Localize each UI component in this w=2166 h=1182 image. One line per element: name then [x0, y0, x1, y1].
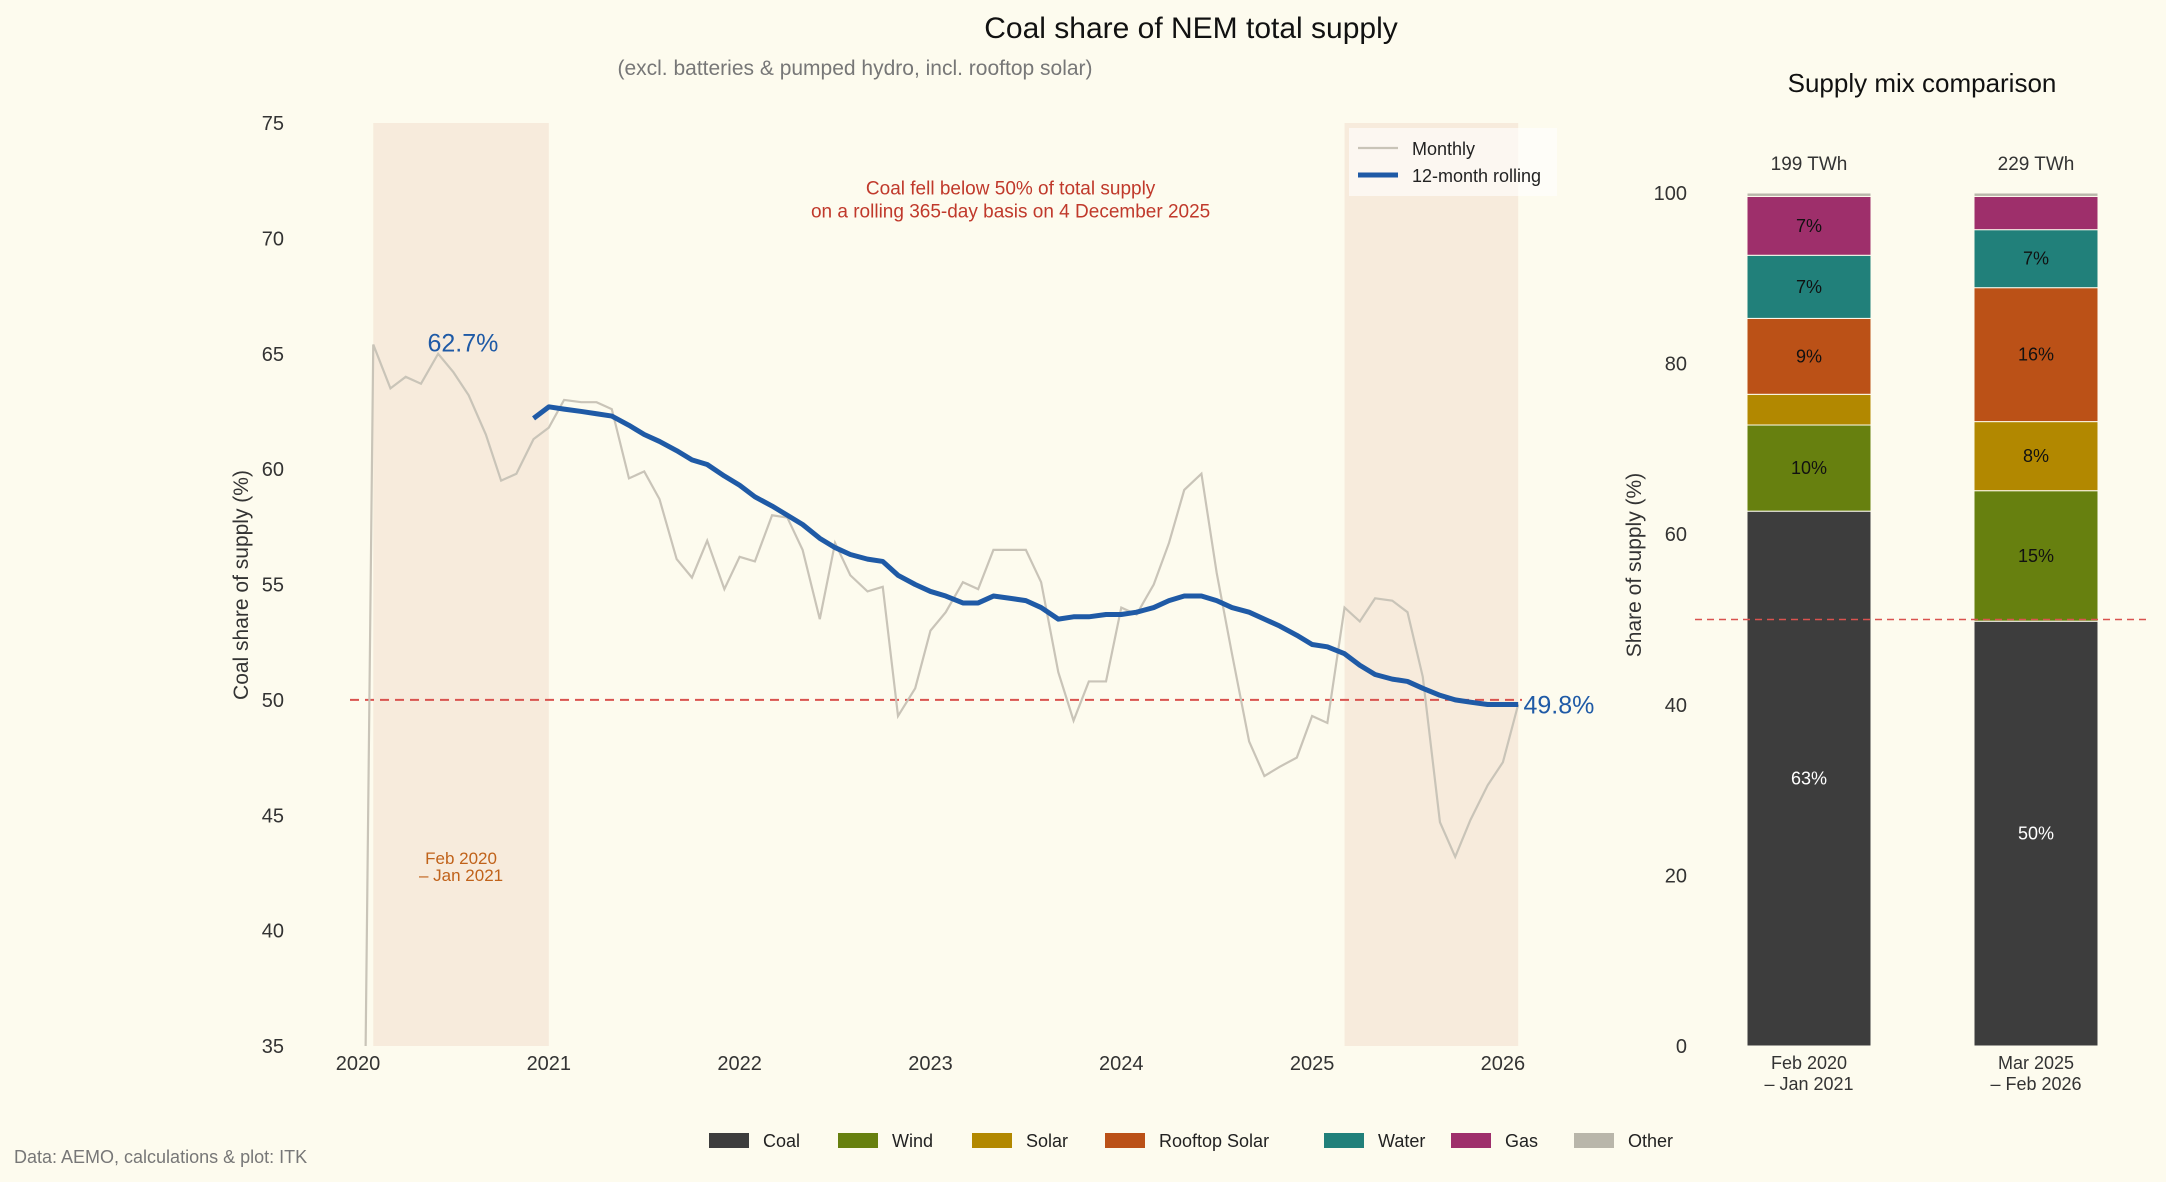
y-tick-label-75: 75: [262, 113, 284, 135]
legend-label-gas: Gas: [1505, 1131, 1538, 1151]
period-label-line1: Feb 2020: [425, 849, 497, 868]
bar-stacks: 63% 10% 9% 7% 7% 50% 15% 8% 16% 7%: [1746, 192, 2099, 1047]
start-value-label: 62.7%: [428, 329, 499, 357]
page-subtitle: (excl. batteries & pumped hydro, incl. r…: [617, 57, 1092, 80]
bar-segment-label-gas: 7%: [1796, 216, 1822, 236]
bar-category-label-line2: – Feb 2026: [1990, 1074, 2081, 1094]
legend-label-water: Water: [1378, 1131, 1425, 1151]
end-value-label: 49.8%: [1523, 691, 1594, 719]
legend-box: [1349, 128, 1557, 196]
legend-swatch-rooftop-solar: [1105, 1133, 1145, 1148]
bar-chart-x-labels: Feb 2020– Jan 2021 Mar 2025– Feb 2026: [1764, 1053, 2081, 1094]
legend-swatch-coal: [709, 1133, 749, 1148]
bar-chart-y-label: Share of supply (%): [1623, 473, 1646, 657]
legend-swatch-water: [1324, 1133, 1364, 1148]
bar-y-tick-label-0: 0: [1676, 1036, 1687, 1058]
bar-total-label: 199 TWh: [1771, 154, 1848, 175]
legend-label-coal: Coal: [763, 1131, 800, 1151]
bar-segment-other: [1746, 192, 1872, 197]
bar-segment-solar: [1746, 393, 1872, 426]
bar-totals: 199 TWh 229 TWh: [1771, 154, 2075, 175]
bar-segment-wind: [1746, 424, 1872, 512]
y-tick-label-65: 65: [262, 344, 284, 366]
line-chart-legend: Monthly 12-month rolling: [1349, 128, 1557, 196]
bar-segment-label-solar: 8%: [2023, 446, 2049, 466]
bar-legend: Coal Wind Solar Rooftop Solar Water Gas Other: [709, 1131, 1673, 1151]
annotation-line1: Coal fell below 50% of total supply: [866, 179, 1156, 200]
bar-segment-solar: [1973, 421, 2099, 492]
annotation-line2: on a rolling 365-day basis on 4 December…: [811, 202, 1210, 223]
legend-label-rooftop-solar: Rooftop Solar: [1159, 1131, 1269, 1151]
line-chart-y-label: Coal share of supply (%): [230, 470, 253, 700]
bar-segment-water: [1746, 254, 1872, 319]
y-tick-label-40: 40: [262, 921, 284, 943]
shaded-period-1: [373, 123, 549, 1046]
y-tick-label-55: 55: [262, 575, 284, 597]
shaded-periods: [373, 123, 1519, 1046]
page-title: Coal share of NEM total supply: [984, 12, 1398, 45]
y-tick-label-35: 35: [262, 1036, 284, 1058]
legend-label-other: Other: [1628, 1131, 1673, 1151]
bar-segment-gas: [1746, 195, 1872, 256]
legend-swatch-gas: [1451, 1133, 1491, 1148]
bar-segment-label-water: 7%: [2023, 249, 2049, 269]
y-tick-label-45: 45: [262, 805, 284, 827]
y-tick-label-50: 50: [262, 690, 284, 712]
source-note: Data: AEMO, calculations & plot: ITK: [14, 1147, 307, 1167]
x-tick-label-2022: 2022: [717, 1053, 762, 1075]
bar-y-tick-label-80: 80: [1665, 354, 1687, 376]
bar-segment-label-coal: 63%: [1791, 769, 1827, 789]
monthly-series-line: [364, 344, 1520, 1047]
bar-chart-y-axis: 0 20 40 60 80 100: [1654, 183, 1687, 1058]
bar-segment-gas: [1973, 195, 2099, 231]
x-tick-label-2023: 2023: [908, 1053, 953, 1075]
bar-chart: Supply mix comparison 0 20 40 60 80 100 Share…: [1623, 68, 2150, 1094]
x-tick-label-2020: 2020: [336, 1053, 381, 1075]
bar-segment-coal: [1973, 620, 2099, 1047]
bar-chart-title: Supply mix comparison: [1788, 68, 2057, 98]
legend-label-solar: Solar: [1026, 1131, 1068, 1151]
bar-segment-label-wind: 10%: [1791, 458, 1827, 478]
x-tick-label-2024: 2024: [1099, 1053, 1144, 1075]
bar-segment-coal: [1746, 510, 1872, 1047]
x-tick-label-2021: 2021: [527, 1053, 572, 1075]
bar-category-label-line1: Mar 2025: [1998, 1053, 2074, 1073]
x-tick-label-2025: 2025: [1290, 1053, 1335, 1075]
shaded-period-2: [1344, 123, 1519, 1046]
line-chart-y-axis: 35 40 45 50 55 60 65 70 75: [262, 113, 284, 1058]
legend-label-rolling: 12-month rolling: [1412, 166, 1541, 186]
y-tick-label-60: 60: [262, 459, 284, 481]
bar-category-label-line2: – Jan 2021: [1764, 1074, 1853, 1094]
x-tick-label-2026: 2026: [1481, 1053, 1526, 1075]
legend-swatch-wind: [838, 1133, 878, 1148]
bar-segment-wind: [1973, 490, 2099, 622]
bar-segment-other: [1973, 192, 2099, 197]
bar-segment-label-rooftop-solar: 9%: [1796, 346, 1822, 366]
bar-segment-label-coal: 50%: [2018, 824, 2054, 844]
bar-segment-label-wind: 15%: [2018, 546, 2054, 566]
legend-label-wind: Wind: [892, 1131, 933, 1151]
bar-y-tick-label-40: 40: [1665, 695, 1687, 717]
legend-swatch-solar: [972, 1133, 1012, 1148]
legend-swatch-other: [1574, 1133, 1614, 1148]
bar-y-tick-label-100: 100: [1654, 183, 1687, 205]
y-tick-label-70: 70: [262, 228, 284, 250]
bar-y-tick-label-20: 20: [1665, 865, 1687, 887]
bar-segment-label-water: 7%: [1796, 277, 1822, 297]
rolling-series-line: [532, 404, 1519, 707]
bar-y-tick-label-60: 60: [1665, 524, 1687, 546]
bar-category-label-line1: Feb 2020: [1771, 1053, 1847, 1073]
line-chart-x-axis: 2020 2021 2022 2023 2024 2025 2026: [336, 1053, 1525, 1075]
period-label-line2: – Jan 2021: [419, 866, 503, 885]
bar-total-label: 229 TWh: [1998, 154, 2075, 175]
bar-segment-label-rooftop-solar: 16%: [2018, 345, 2054, 365]
legend-label-monthly: Monthly: [1412, 139, 1475, 159]
